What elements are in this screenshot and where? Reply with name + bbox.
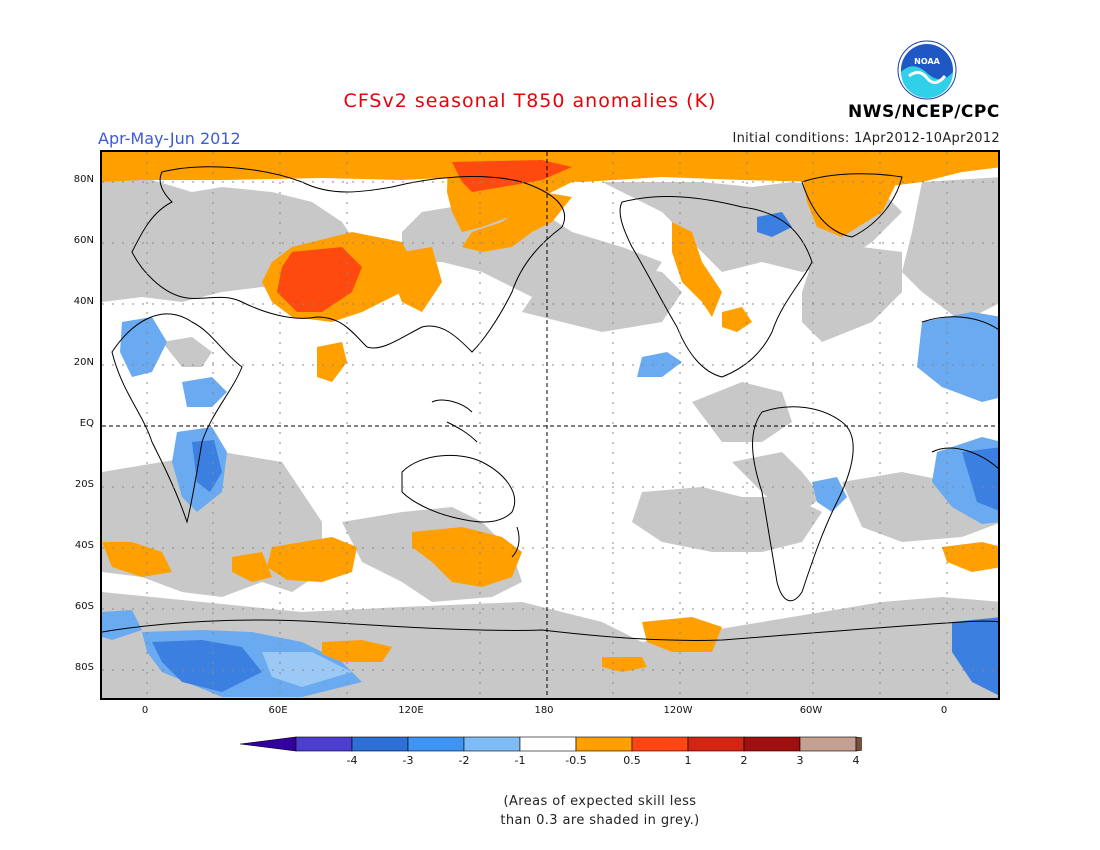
anomaly-map	[100, 150, 1000, 700]
colorbar-box	[463, 736, 521, 752]
lon-label: 120E	[398, 705, 424, 716]
season-label: Apr-May-Jun 2012	[98, 129, 241, 148]
lat-label: 60N	[73, 235, 94, 246]
lat-label: 60S	[74, 601, 94, 612]
colorbar-box	[575, 736, 633, 752]
lat-label: 80N	[73, 174, 94, 185]
lat-label: 40N	[73, 296, 94, 307]
lon-label: 60E	[268, 705, 288, 716]
colorbar-label: -3	[402, 754, 414, 767]
lon-label: 180	[534, 705, 554, 716]
footnote: (Areas of expected skill less than 0.3 a…	[500, 794, 700, 828]
lat-label: 80S	[74, 662, 94, 673]
positive-anomalies	[102, 152, 998, 672]
colorbar-label: -1	[514, 754, 526, 767]
colorbar-box	[631, 736, 689, 752]
logo-text: NOAA	[914, 57, 940, 66]
colorbar-label: 1	[684, 754, 692, 767]
colorbar-label: 2	[740, 754, 748, 767]
colorbar-cap-high	[855, 736, 862, 752]
coastlines	[102, 166, 998, 641]
colorbar-label: 3	[796, 754, 804, 767]
lat-label: 40S	[74, 540, 94, 551]
colorbar-label: -2	[458, 754, 470, 767]
noaa-logo-icon: NOAA	[897, 40, 957, 100]
lat-label: 20N	[73, 357, 94, 368]
colorbar-cap-low	[240, 736, 297, 752]
colorbar-label: -4	[346, 754, 358, 767]
initial-conditions-label: Initial conditions: 1Apr2012-10Apr2012	[732, 131, 1000, 146]
colorbar-label: 4	[852, 754, 860, 767]
chart-title: CFSv2 seasonal T850 anomalies (K)	[343, 90, 717, 112]
colorbar-box	[407, 736, 465, 752]
agency-label: NWS/NCEP/CPC	[848, 102, 1000, 122]
map-canvas	[102, 152, 998, 698]
graticule	[102, 152, 998, 698]
colorbar-box	[519, 736, 577, 752]
negative-anomalies	[102, 212, 998, 697]
lon-label: 60W	[799, 705, 823, 716]
colorbar-box	[743, 736, 801, 752]
colorbar-box	[687, 736, 745, 752]
colorbar-box	[295, 736, 353, 752]
lon-label: 120W	[663, 705, 693, 716]
lat-label: 20S	[74, 479, 94, 490]
low-skill-shading	[102, 177, 998, 698]
colorbar-box	[799, 736, 857, 752]
lat-label: EQ	[79, 418, 94, 429]
colorbar-label: -0.5	[565, 754, 587, 767]
colorbar-box	[351, 736, 409, 752]
colorbar-label: 0.5	[623, 754, 641, 767]
lon-label: 0	[940, 705, 948, 716]
colorbar	[240, 736, 862, 752]
lon-label: 0	[141, 705, 149, 716]
